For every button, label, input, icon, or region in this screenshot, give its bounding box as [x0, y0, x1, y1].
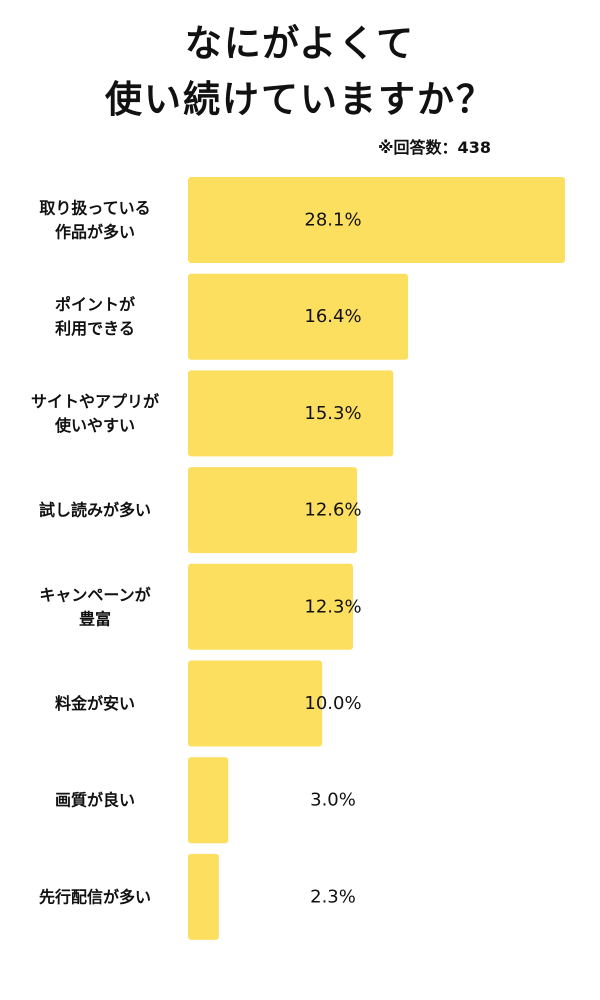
category-label: 取り扱っている: [39, 199, 150, 218]
respondent-count-note: ※回答数：438: [378, 138, 491, 157]
bar: [188, 273, 409, 360]
bar: [188, 853, 219, 940]
category-label: サイトやアプリが: [31, 392, 159, 411]
bar: [188, 757, 229, 844]
category-label: ポイントが: [55, 295, 135, 314]
bar: [188, 177, 565, 263]
value-label: 16.4%: [304, 306, 361, 327]
chart-title-line-2: 使い続けていますか？: [105, 78, 495, 121]
category-label: 豊富: [79, 609, 111, 628]
bar: [188, 660, 323, 747]
value-label: 15.3%: [304, 403, 361, 424]
value-label: 12.3%: [304, 596, 361, 617]
value-label: 12.6%: [304, 500, 361, 521]
category-label: 先行配信が多い: [39, 887, 151, 906]
bar: [188, 563, 354, 650]
bar: [188, 370, 394, 457]
category-label: 試し読みが多い: [39, 501, 151, 520]
value-label: 2.3%: [310, 886, 356, 907]
chart-title-line-1: なにがよくて: [184, 22, 416, 65]
value-label: 3.0%: [310, 790, 356, 811]
category-label: キャンペーンが: [39, 585, 150, 604]
category-label: 使いやすい: [54, 416, 135, 435]
value-label: 10.0%: [304, 693, 361, 714]
category-label: 料金が安い: [55, 694, 135, 713]
value-label: 28.1%: [304, 210, 361, 231]
category-label: 利用できる: [55, 319, 135, 338]
category-label: 作品が多い: [55, 223, 135, 242]
category-label: 画質が良い: [55, 791, 135, 810]
bar: [188, 467, 358, 554]
